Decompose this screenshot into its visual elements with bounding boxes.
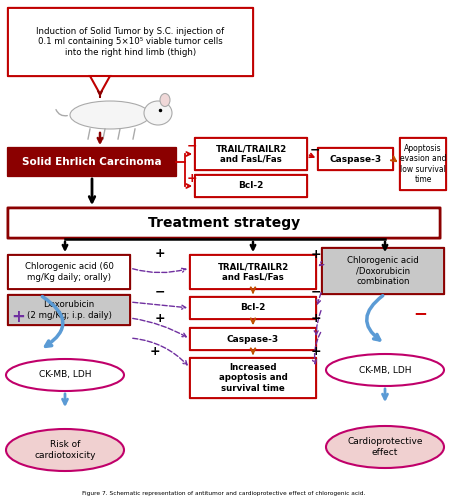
FancyBboxPatch shape: [8, 148, 176, 176]
FancyBboxPatch shape: [190, 297, 316, 319]
Text: CK-MB, LDH: CK-MB, LDH: [359, 366, 411, 374]
Ellipse shape: [326, 354, 444, 386]
Text: Caspase-3: Caspase-3: [227, 334, 279, 344]
Polygon shape: [90, 76, 110, 94]
Text: −: −: [310, 144, 321, 156]
Text: Chlorogenic acid
/Doxorubicin
combination: Chlorogenic acid /Doxorubicin combinatio…: [347, 256, 419, 286]
Text: TRAIL/TRAILR2
and FasL/Fas: TRAIL/TRAILR2 and FasL/Fas: [217, 262, 289, 281]
Text: +: +: [311, 345, 321, 358]
Ellipse shape: [144, 101, 172, 125]
Text: Bcl-2: Bcl-2: [240, 304, 266, 312]
Text: TRAIL/TRAILR2
and FasL/Fas: TRAIL/TRAILR2 and FasL/Fas: [216, 144, 286, 164]
Text: −: −: [311, 285, 321, 298]
Text: +: +: [155, 312, 165, 325]
FancyBboxPatch shape: [322, 248, 444, 294]
FancyBboxPatch shape: [8, 8, 253, 76]
Ellipse shape: [70, 101, 150, 129]
Ellipse shape: [160, 94, 170, 106]
Text: Increased
apoptosis and
survival time: Increased apoptosis and survival time: [219, 363, 287, 393]
Text: Doxorubicin
(2 mg/Kg; i.p. daily): Doxorubicin (2 mg/Kg; i.p. daily): [26, 300, 111, 320]
FancyBboxPatch shape: [190, 328, 316, 350]
Text: Risk of
cardiotoxicity: Risk of cardiotoxicity: [34, 440, 96, 460]
Text: +: +: [11, 308, 25, 326]
Text: Figure 7. Schematic representation of antitumor and cardioprotective effect of c: Figure 7. Schematic representation of an…: [82, 491, 365, 496]
Text: Apoptosis
evasion and
low survival
time: Apoptosis evasion and low survival time: [400, 144, 446, 184]
Ellipse shape: [6, 429, 124, 471]
Text: Solid Ehrlich Carcinoma: Solid Ehrlich Carcinoma: [22, 157, 162, 167]
Text: +: +: [155, 247, 165, 260]
Text: Bcl-2: Bcl-2: [238, 182, 264, 190]
FancyBboxPatch shape: [8, 295, 130, 325]
Text: +: +: [311, 248, 321, 261]
Text: −: −: [155, 285, 165, 298]
FancyBboxPatch shape: [195, 138, 307, 170]
Ellipse shape: [6, 359, 124, 391]
Text: −: −: [413, 304, 427, 322]
FancyBboxPatch shape: [8, 208, 440, 238]
Text: Induction of Solid Tumor by S.C. injection of
0.1 ml containing 5×10⁵ viable tum: Induction of Solid Tumor by S.C. injecti…: [36, 27, 224, 57]
FancyBboxPatch shape: [195, 175, 307, 197]
FancyBboxPatch shape: [190, 255, 316, 289]
FancyBboxPatch shape: [8, 255, 130, 289]
Text: Treatment strategy: Treatment strategy: [148, 216, 300, 230]
Ellipse shape: [326, 426, 444, 468]
Text: +: +: [187, 172, 198, 185]
FancyBboxPatch shape: [400, 138, 446, 190]
Text: +: +: [311, 312, 321, 325]
Text: Caspase-3: Caspase-3: [330, 154, 382, 164]
FancyBboxPatch shape: [190, 358, 316, 398]
Text: Chlorogenic acid (60
mg/Kg daily; orally): Chlorogenic acid (60 mg/Kg daily; orally…: [25, 262, 114, 281]
Text: +: +: [150, 345, 160, 358]
Text: CK-MB, LDH: CK-MB, LDH: [39, 370, 91, 380]
FancyBboxPatch shape: [318, 148, 393, 170]
Text: −: −: [187, 139, 198, 152]
Text: Cardioprotective
effect: Cardioprotective effect: [347, 438, 423, 456]
